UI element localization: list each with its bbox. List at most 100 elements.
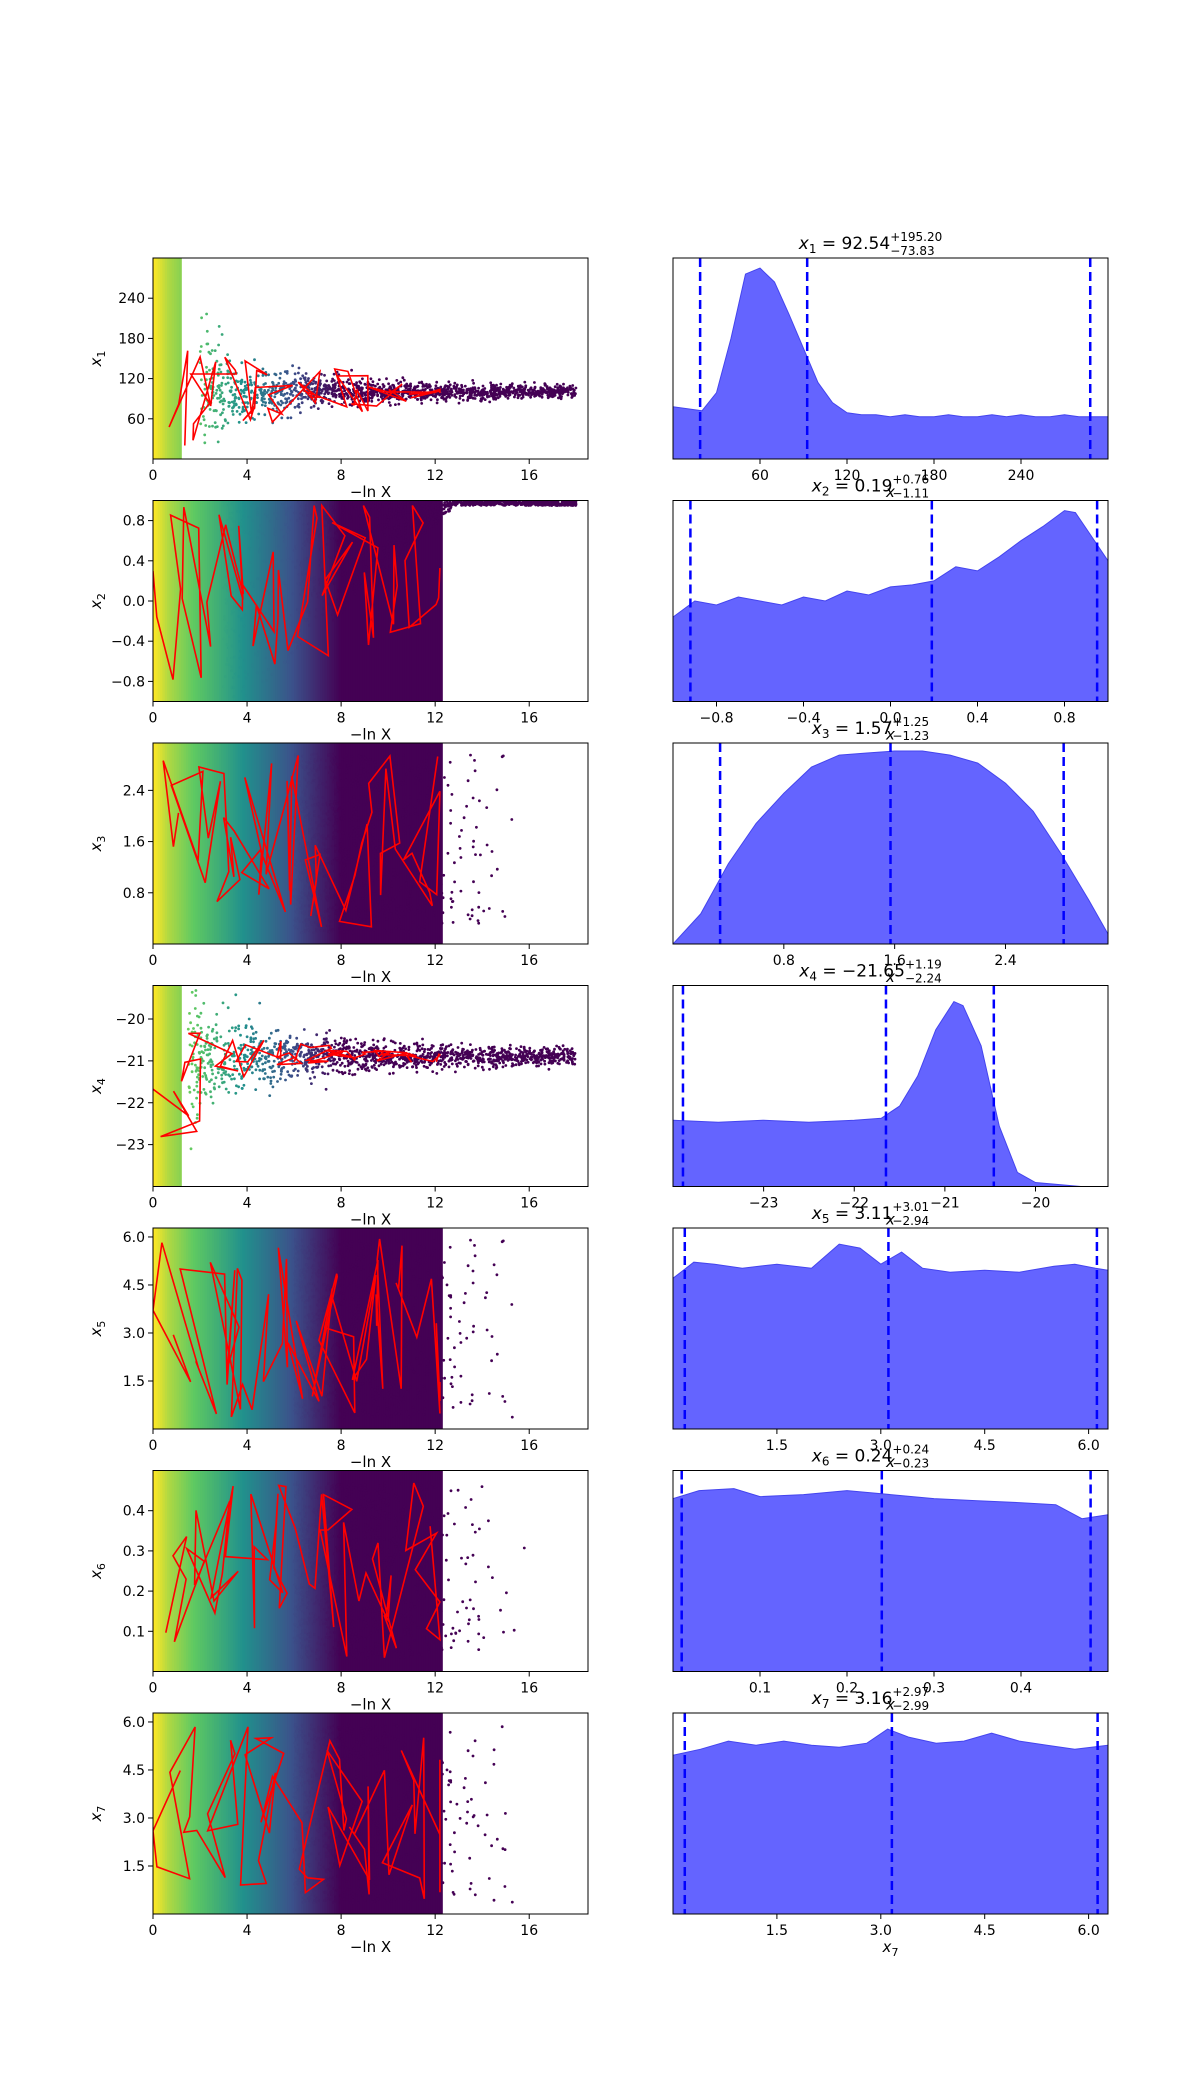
trace-sample-point bbox=[363, 908, 367, 911]
trace-sample-point bbox=[304, 930, 307, 934]
trace-sample-point bbox=[227, 1029, 231, 1033]
trace-sample-point bbox=[330, 896, 333, 900]
trace-sample-point bbox=[450, 793, 454, 796]
trace-sample-point bbox=[430, 1046, 433, 1050]
trace-sample-point bbox=[226, 369, 230, 373]
trace-sample-point bbox=[522, 387, 526, 391]
trace-sample-point bbox=[465, 389, 469, 393]
trace-sample-point bbox=[328, 518, 332, 522]
trace-sample-point bbox=[367, 556, 371, 560]
trace-sample-point bbox=[377, 921, 380, 924]
trace-sample-point bbox=[434, 789, 438, 793]
trace-sample-point bbox=[463, 502, 467, 505]
trace-sample-point bbox=[472, 500, 476, 503]
trace-sample-point bbox=[228, 663, 231, 667]
trace-sample-point bbox=[505, 385, 508, 389]
trace-sample-point bbox=[310, 803, 314, 807]
trace-sample-point bbox=[343, 927, 346, 931]
trace-sample-point bbox=[230, 400, 234, 404]
trace-sample-point bbox=[339, 500, 343, 504]
trace-sample-point bbox=[231, 406, 234, 410]
trace-sample-point bbox=[562, 386, 565, 390]
trace-sample-point bbox=[262, 671, 265, 675]
trace-sample-point bbox=[404, 386, 408, 390]
trace-sample-point bbox=[393, 825, 397, 829]
trace-sample-point bbox=[569, 388, 572, 391]
trace-sample-point bbox=[314, 797, 317, 800]
trace-sample-point bbox=[276, 566, 280, 570]
trace-sample-point bbox=[364, 795, 367, 798]
trace-sample-point bbox=[415, 500, 419, 504]
trace-density-band bbox=[167, 985, 171, 1187]
trace-sample-point bbox=[436, 500, 440, 503]
trace-sample-point bbox=[416, 903, 420, 907]
trace-sample-point bbox=[315, 505, 319, 509]
trace-sample-point bbox=[360, 386, 363, 390]
trace-sample-point bbox=[401, 808, 405, 811]
trace-sample-point bbox=[460, 501, 463, 505]
trace-sample-point bbox=[412, 885, 415, 888]
trace-density-band bbox=[207, 500, 211, 702]
trace-density-band bbox=[249, 500, 253, 702]
trace-xtick-label: 0 bbox=[149, 468, 158, 484]
trace-sample-point bbox=[233, 1029, 237, 1033]
trace-sample-point bbox=[571, 384, 575, 387]
trace-sample-point bbox=[329, 767, 333, 771]
trace-sample-point bbox=[409, 382, 412, 386]
trace-sample-point bbox=[302, 920, 306, 924]
trace-density-band bbox=[242, 500, 246, 702]
trace-sample-point bbox=[302, 395, 305, 399]
trace-sample-point bbox=[496, 396, 500, 400]
posterior-title-main: x bbox=[811, 719, 823, 739]
trace-sample-point bbox=[293, 372, 297, 376]
trace-density-band bbox=[277, 500, 281, 702]
trace-sample-point bbox=[267, 373, 270, 377]
trace-sample-point bbox=[431, 1070, 435, 1073]
trace-sample-point bbox=[311, 797, 315, 801]
trace-sample-point bbox=[377, 806, 380, 809]
trace-sample-point bbox=[284, 397, 287, 401]
trace-sample-point bbox=[310, 1043, 313, 1047]
trace-ytick-label: 60 bbox=[127, 412, 145, 428]
trace-sample-point bbox=[422, 833, 425, 837]
trace-sample-point bbox=[249, 547, 253, 551]
trace-sample-point bbox=[343, 389, 347, 393]
trace-sample-point bbox=[226, 381, 230, 385]
trace-sample-point bbox=[318, 379, 322, 383]
trace-sample-point bbox=[231, 540, 234, 544]
trace-sample-point bbox=[362, 880, 366, 884]
trace-sample-point bbox=[318, 889, 322, 893]
trace-density-band bbox=[329, 743, 333, 944]
trace-sample-point bbox=[343, 790, 347, 794]
trace-sample-point bbox=[325, 837, 328, 840]
trace-sample-point bbox=[406, 875, 409, 879]
trace-sample-point bbox=[226, 659, 230, 662]
trace-density-band bbox=[414, 743, 417, 944]
trace-sample-point bbox=[308, 599, 312, 603]
trace-sample-point bbox=[257, 412, 261, 416]
posterior-xtick-label: 0.8 bbox=[773, 953, 795, 969]
trace-sample-point bbox=[316, 802, 319, 806]
trace-sample-point bbox=[296, 640, 300, 644]
trace-sample-point bbox=[473, 397, 477, 400]
trace-sample-point bbox=[350, 368, 353, 372]
trace-sample-point bbox=[391, 541, 395, 545]
trace-sample-point bbox=[262, 383, 266, 386]
trace-sample-point bbox=[272, 1075, 276, 1079]
trace-sample-point bbox=[307, 377, 310, 380]
trace-sample-point bbox=[307, 522, 310, 526]
trace-sample-point bbox=[221, 411, 224, 415]
trace-sample-point bbox=[574, 500, 578, 504]
trace-sample-point bbox=[384, 864, 388, 868]
trace-sample-point bbox=[351, 931, 355, 935]
trace-sample-point bbox=[279, 372, 282, 375]
trace-sample-point bbox=[380, 758, 384, 762]
trace-sample-point bbox=[282, 539, 286, 543]
trace-sample-point bbox=[378, 839, 381, 842]
trace-sample-point bbox=[234, 403, 238, 407]
trace-sample-point bbox=[295, 838, 299, 842]
trace-density-band bbox=[223, 743, 227, 944]
trace-density-band bbox=[343, 743, 347, 944]
trace-sample-point bbox=[417, 519, 421, 523]
